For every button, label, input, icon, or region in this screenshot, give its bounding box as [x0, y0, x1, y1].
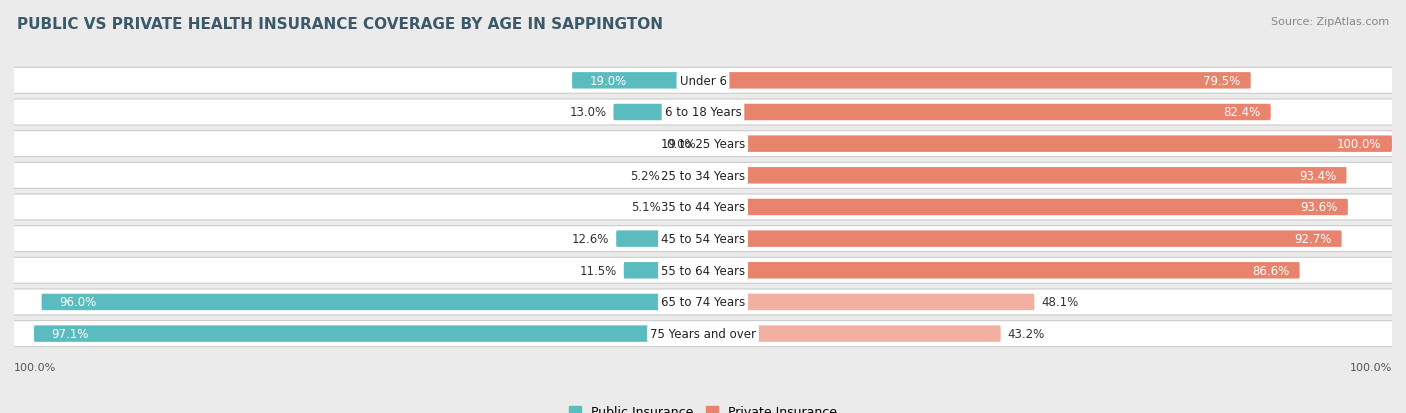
Text: 35 to 44 Years: 35 to 44 Years: [661, 201, 745, 214]
FancyBboxPatch shape: [668, 168, 703, 184]
Text: 5.2%: 5.2%: [630, 169, 661, 183]
Text: 43.2%: 43.2%: [1008, 328, 1045, 340]
Text: 19 to 25 Years: 19 to 25 Years: [661, 138, 745, 151]
FancyBboxPatch shape: [4, 195, 1402, 221]
Text: 100.0%: 100.0%: [1337, 138, 1382, 151]
FancyBboxPatch shape: [4, 321, 1402, 347]
Text: 12.6%: 12.6%: [572, 233, 609, 246]
FancyBboxPatch shape: [613, 104, 703, 121]
Text: 0.0%: 0.0%: [666, 138, 696, 151]
Text: 25 to 34 Years: 25 to 34 Years: [661, 169, 745, 183]
Text: PUBLIC VS PRIVATE HEALTH INSURANCE COVERAGE BY AGE IN SAPPINGTON: PUBLIC VS PRIVATE HEALTH INSURANCE COVER…: [17, 17, 662, 31]
Text: 65 to 74 Years: 65 to 74 Years: [661, 296, 745, 309]
Text: 79.5%: 79.5%: [1204, 75, 1240, 88]
Text: 13.0%: 13.0%: [569, 106, 606, 119]
Text: 100.0%: 100.0%: [1350, 362, 1392, 372]
Text: Source: ZipAtlas.com: Source: ZipAtlas.com: [1271, 17, 1389, 26]
FancyBboxPatch shape: [616, 231, 703, 247]
Text: 19.0%: 19.0%: [589, 75, 627, 88]
Text: Under 6: Under 6: [679, 75, 727, 88]
Text: 45 to 54 Years: 45 to 54 Years: [661, 233, 745, 246]
FancyBboxPatch shape: [4, 258, 1402, 284]
FancyBboxPatch shape: [703, 294, 1035, 311]
Text: 11.5%: 11.5%: [579, 264, 617, 277]
FancyBboxPatch shape: [703, 231, 1341, 247]
FancyBboxPatch shape: [703, 136, 1392, 152]
Legend: Public Insurance, Private Insurance: Public Insurance, Private Insurance: [564, 401, 842, 413]
FancyBboxPatch shape: [624, 262, 703, 279]
FancyBboxPatch shape: [4, 100, 1402, 126]
FancyBboxPatch shape: [703, 199, 1348, 216]
FancyBboxPatch shape: [4, 226, 1402, 252]
FancyBboxPatch shape: [668, 199, 703, 216]
Text: 82.4%: 82.4%: [1223, 106, 1260, 119]
FancyBboxPatch shape: [703, 325, 1001, 342]
Text: 100.0%: 100.0%: [14, 362, 56, 372]
Text: 5.1%: 5.1%: [631, 201, 661, 214]
Text: 75 Years and over: 75 Years and over: [650, 328, 756, 340]
Text: 96.0%: 96.0%: [59, 296, 96, 309]
Text: 86.6%: 86.6%: [1251, 264, 1289, 277]
FancyBboxPatch shape: [42, 294, 703, 311]
Text: 55 to 64 Years: 55 to 64 Years: [661, 264, 745, 277]
FancyBboxPatch shape: [4, 289, 1402, 315]
FancyBboxPatch shape: [703, 104, 1271, 121]
Text: 93.4%: 93.4%: [1299, 169, 1336, 183]
FancyBboxPatch shape: [4, 163, 1402, 189]
FancyBboxPatch shape: [703, 168, 1347, 184]
FancyBboxPatch shape: [4, 68, 1402, 94]
FancyBboxPatch shape: [4, 131, 1402, 157]
FancyBboxPatch shape: [703, 73, 1251, 89]
FancyBboxPatch shape: [703, 262, 1299, 279]
Text: 48.1%: 48.1%: [1042, 296, 1078, 309]
Text: 92.7%: 92.7%: [1294, 233, 1331, 246]
Text: 6 to 18 Years: 6 to 18 Years: [665, 106, 741, 119]
Text: 97.1%: 97.1%: [51, 328, 89, 340]
FancyBboxPatch shape: [34, 325, 703, 342]
Text: 93.6%: 93.6%: [1301, 201, 1337, 214]
FancyBboxPatch shape: [572, 73, 703, 89]
